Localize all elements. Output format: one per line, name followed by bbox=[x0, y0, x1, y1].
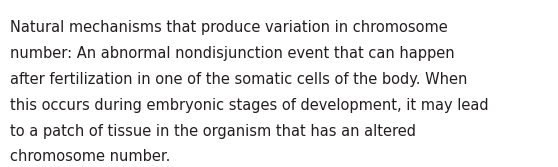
Text: after fertilization in one of the somatic cells of the body. When: after fertilization in one of the somati… bbox=[10, 72, 468, 87]
Text: to a patch of tissue in the organism that has an altered: to a patch of tissue in the organism tha… bbox=[10, 124, 416, 139]
Text: this occurs during embryonic stages of development, it may lead: this occurs during embryonic stages of d… bbox=[10, 98, 489, 113]
Text: number: An abnormal nondisjunction event that can happen: number: An abnormal nondisjunction event… bbox=[10, 46, 455, 61]
Text: Natural mechanisms that produce variation in chromosome: Natural mechanisms that produce variatio… bbox=[10, 20, 448, 35]
Text: chromosome number.: chromosome number. bbox=[10, 149, 170, 164]
